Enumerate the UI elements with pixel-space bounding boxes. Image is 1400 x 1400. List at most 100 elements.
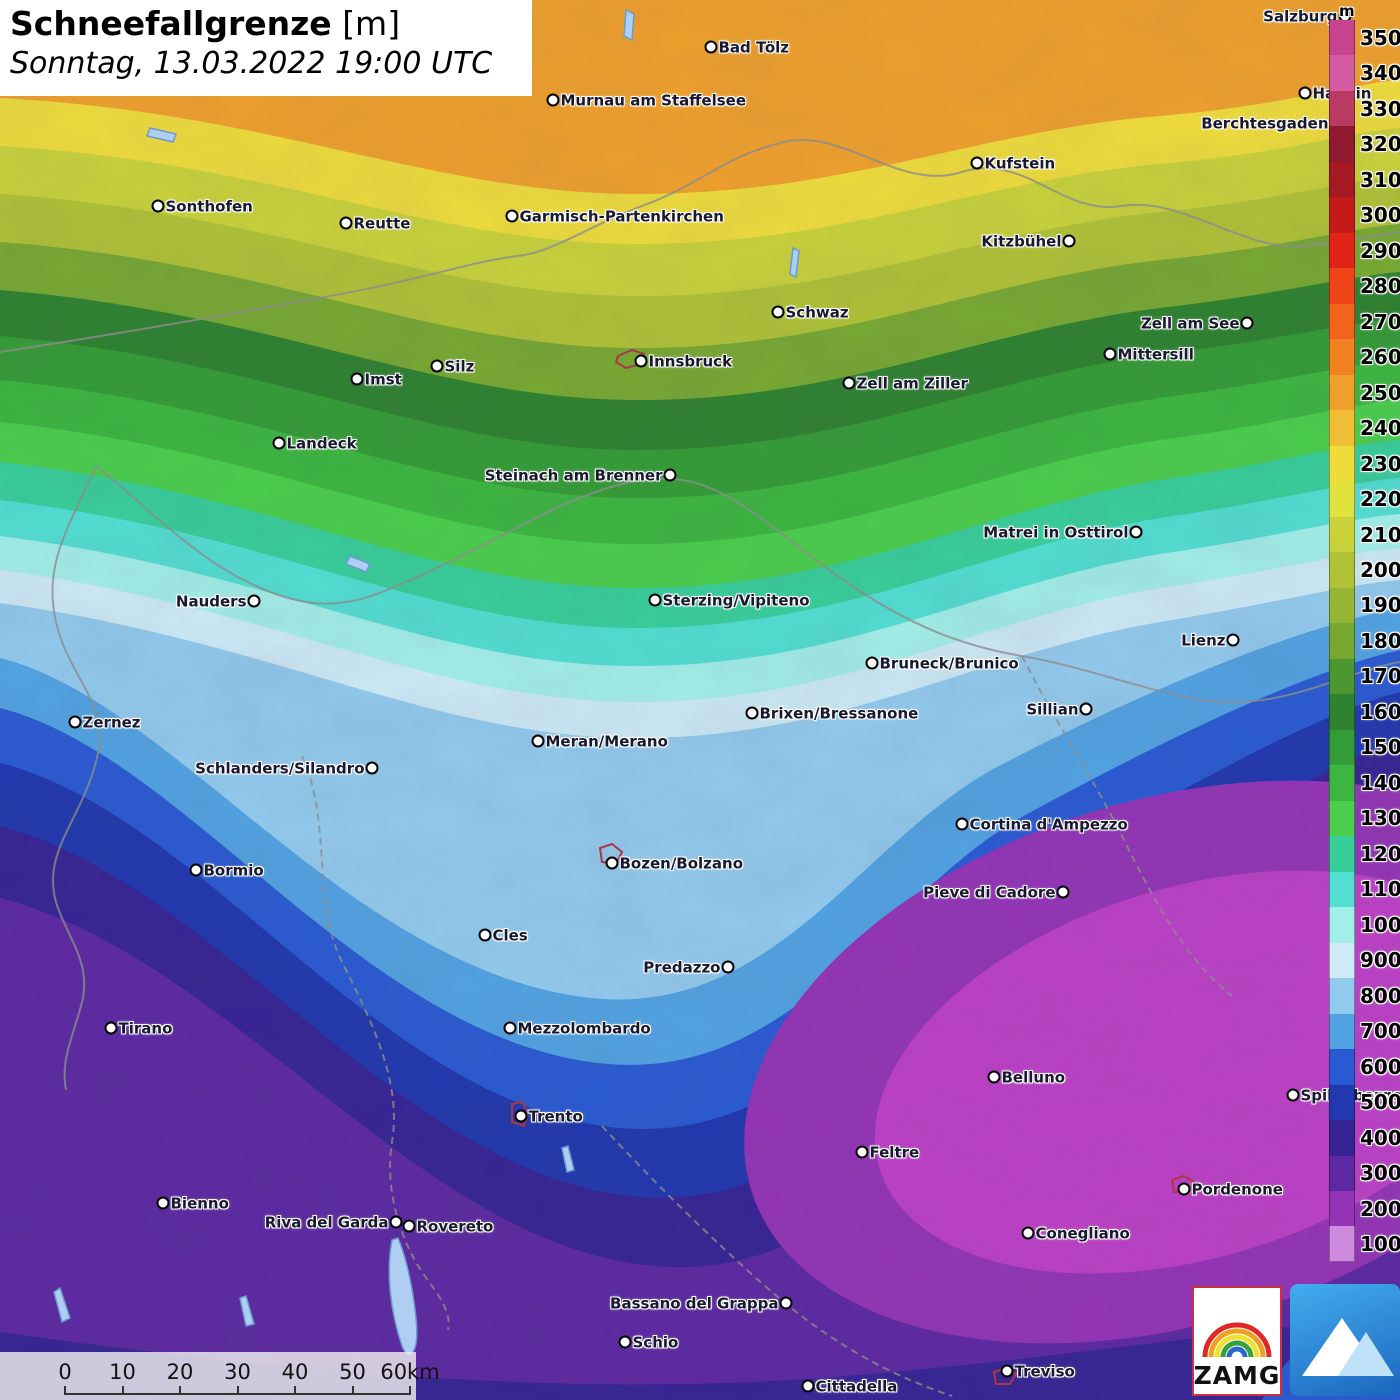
city-marker: Sonthofen	[151, 197, 253, 215]
border-line	[0, 139, 1400, 353]
city-dot	[865, 656, 879, 670]
city-dot	[1000, 1364, 1014, 1378]
city-dot	[389, 1215, 403, 1229]
city-label: Bassano del Grappa	[610, 1294, 779, 1312]
city-dot	[779, 1296, 793, 1310]
legend-tick-label: 3200	[1360, 132, 1400, 157]
city-marker: Schio	[618, 1333, 678, 1351]
city-label: Garmisch-Partenkirchen	[519, 207, 724, 225]
legend-tick-label: 2600	[1360, 345, 1400, 370]
legend-row: 2100	[1329, 516, 1400, 553]
title-box: Schneefallgrenze [m] Sonntag, 13.03.2022…	[0, 0, 532, 96]
legend-tick-label: 1500	[1360, 735, 1400, 760]
city-marker: Riva del Garda	[265, 1213, 403, 1231]
legend-row: 1400	[1329, 765, 1400, 801]
city-boundary-bozen	[598, 842, 624, 866]
legend-tick-label: 2500	[1360, 380, 1400, 405]
city-dot	[771, 305, 785, 319]
legend-tick-label: 1200	[1360, 841, 1400, 866]
legend-row: 1900	[1329, 587, 1400, 624]
legend-tick-label: 500	[1360, 1090, 1400, 1115]
city-dot	[745, 706, 759, 720]
lake	[53, 1286, 71, 1324]
city-label: Trento	[528, 1107, 583, 1125]
legend-color-cell	[1329, 303, 1355, 340]
city-label: Cles	[492, 926, 528, 944]
city-label: Schlanders/Silandro	[195, 759, 365, 777]
city-marker: Mittersill	[1103, 345, 1194, 363]
city-label: Bad Tölz	[718, 38, 790, 56]
city-dot	[156, 1196, 170, 1210]
legend-color-cell	[1329, 1084, 1355, 1121]
city-dot	[1286, 1088, 1300, 1102]
legend-row: 1800	[1329, 623, 1400, 659]
city-dot	[970, 156, 984, 170]
legend-row: 1100	[1329, 871, 1400, 908]
city-dot	[68, 715, 82, 729]
mountain-logo	[1290, 1284, 1400, 1396]
city-label: Matrei in Osttirol	[983, 523, 1129, 541]
legend-row: 1200	[1329, 836, 1400, 872]
city-dot	[104, 1021, 118, 1035]
city-label: Sonthofen	[165, 197, 253, 215]
legend-color-cell	[1329, 765, 1355, 801]
legend-tick-label: 1300	[1360, 806, 1400, 831]
city-marker: Zell am Ziller	[842, 374, 968, 392]
city-label: Pieve di Cadore	[923, 883, 1056, 901]
city-label: Berchtesgaden	[1201, 114, 1329, 132]
city-dot	[842, 376, 856, 390]
city-label: Predazzo	[643, 958, 721, 976]
city-marker: Mezzolombardo	[503, 1019, 651, 1037]
scale-tick	[351, 1386, 354, 1395]
border-line	[51, 465, 101, 1091]
scale-tick	[64, 1386, 66, 1395]
city-marker: Matrei in Osttirol	[983, 523, 1143, 541]
city-marker: Sterzing/Vipiteno	[648, 591, 810, 609]
city-dot	[350, 372, 364, 386]
city-dot	[546, 93, 560, 107]
legend-tick-label: 2300	[1360, 451, 1400, 476]
rainbow-icon	[1202, 1322, 1272, 1358]
legend-tick-label: 1900	[1360, 593, 1400, 618]
city-marker: Bruneck/Brunico	[865, 654, 1019, 672]
city-dot	[618, 1335, 632, 1349]
city-label: Tirano	[118, 1019, 173, 1037]
legend-row: 3300	[1329, 90, 1400, 127]
legend-row: 3000	[1329, 197, 1400, 233]
city-label: Treviso	[1014, 1362, 1075, 1380]
scale-label: 60km	[380, 1360, 440, 1384]
city-label: Zell am See	[1140, 314, 1240, 332]
city-label: Brixen/Bressanone	[759, 704, 919, 722]
city-label: Conegliano	[1035, 1224, 1130, 1242]
region-border-line	[601, 1125, 953, 1397]
legend-row: 800	[1329, 978, 1400, 1014]
city-marker: Nauders	[176, 592, 261, 610]
city-label: Bruneck/Brunico	[879, 654, 1019, 672]
legend-row: 200	[1329, 1190, 1400, 1227]
city-dot	[247, 594, 261, 608]
city-dot	[430, 359, 444, 373]
city-marker: Trento	[514, 1107, 583, 1125]
city-marker: Bassano del Grappa	[610, 1294, 793, 1312]
city-marker: Pieve di Cadore	[923, 883, 1070, 901]
city-marker: Silz	[430, 357, 474, 375]
border-line	[95, 465, 1400, 704]
city-dot	[1056, 885, 1070, 899]
legend-row: 2700	[1329, 303, 1400, 340]
city-marker: Tirano	[104, 1019, 172, 1037]
legend-row: 2400	[1329, 410, 1400, 446]
legend-color-cell	[1329, 800, 1355, 837]
legend-row: 3500	[1329, 20, 1400, 56]
city-label: Mittersill	[1117, 345, 1194, 363]
map-title: Schneefallgrenze	[10, 4, 332, 43]
legend-row: 1000	[1329, 907, 1400, 943]
city-dot	[1240, 316, 1254, 330]
city-label: Meran/Merano	[545, 732, 668, 750]
city-marker: Lienz	[1181, 631, 1240, 649]
city-label: Bienno	[170, 1194, 229, 1212]
city-marker: Treviso	[1000, 1362, 1075, 1380]
legend-tick-label: 800	[1360, 983, 1400, 1008]
country-borders	[0, 139, 1400, 1397]
